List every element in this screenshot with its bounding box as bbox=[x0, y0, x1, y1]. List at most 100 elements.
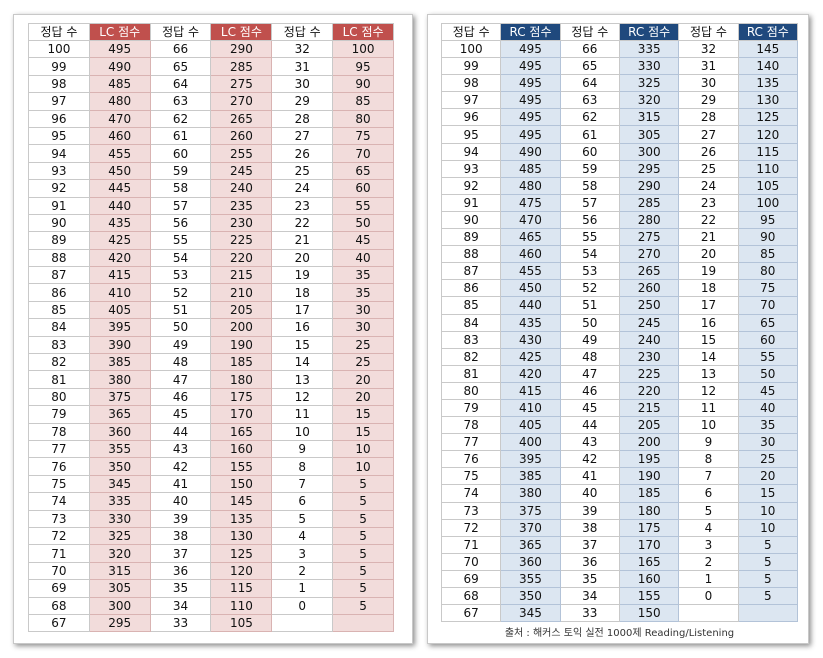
table-row: 88 420 54 220 20 40 bbox=[28, 248, 394, 268]
cell: 97 bbox=[440, 91, 502, 110]
cell: 5 bbox=[332, 492, 394, 511]
cell: 85 bbox=[332, 92, 394, 111]
cell: 255 bbox=[210, 144, 273, 163]
cell: 215 bbox=[210, 266, 273, 285]
cell: 57 bbox=[149, 196, 212, 215]
table-row: 97 495 63 320 29 130 bbox=[440, 91, 799, 110]
cell: 315 bbox=[618, 108, 680, 127]
cell: 405 bbox=[88, 300, 151, 320]
cell: 375 bbox=[88, 387, 151, 407]
cell: 64 bbox=[559, 74, 620, 93]
cell: 79 bbox=[28, 405, 90, 424]
table-row: 77 400 43 200 9 30 bbox=[440, 433, 799, 452]
cell: 290 bbox=[618, 176, 680, 195]
table-row: 74 335 40 145 6 5 bbox=[28, 492, 394, 511]
cell: 16 bbox=[271, 318, 334, 337]
cell: 160 bbox=[210, 439, 273, 459]
cell: 175 bbox=[210, 387, 273, 407]
cell: 240 bbox=[618, 330, 680, 349]
cell: 10 bbox=[737, 501, 799, 520]
cell: 94 bbox=[440, 142, 502, 161]
cell: 20 bbox=[271, 248, 334, 268]
cell: 23 bbox=[271, 196, 334, 215]
cell: 40 bbox=[737, 398, 799, 418]
cell: 465 bbox=[500, 228, 561, 247]
cell: 15 bbox=[271, 335, 334, 355]
cell: 80 bbox=[332, 109, 394, 128]
table-row: 73 375 39 180 5 10 bbox=[440, 501, 799, 520]
cell: 92 bbox=[28, 179, 90, 198]
cell: 93 bbox=[440, 159, 502, 178]
cell: 71 bbox=[28, 544, 90, 563]
table-row: 69 355 35 160 1 5 bbox=[440, 569, 799, 589]
cell: 70 bbox=[28, 561, 90, 581]
cell: 35 bbox=[332, 266, 394, 285]
cell: 25 bbox=[737, 450, 799, 469]
cell: 295 bbox=[618, 159, 680, 178]
table-row: 68 300 34 110 0 5 bbox=[28, 596, 394, 615]
table-row: 72 325 38 130 4 5 bbox=[28, 526, 394, 546]
cell: 495 bbox=[500, 108, 561, 127]
cell: 345 bbox=[88, 474, 151, 494]
rc-score-table: 정답 수 RC 점수 정답 수 RC 점수 정답 수 RC 점수 100 495 66 335 32… bbox=[440, 23, 799, 623]
cell: 82 bbox=[440, 347, 502, 366]
cell: 335 bbox=[88, 492, 151, 511]
cell: 62 bbox=[149, 109, 212, 128]
cell: 63 bbox=[559, 91, 620, 110]
table-row: 86 410 52 210 18 35 bbox=[28, 283, 394, 302]
cell: 410 bbox=[88, 283, 151, 302]
cell: 85 bbox=[440, 296, 502, 315]
cell: 14 bbox=[271, 353, 334, 372]
cell: 185 bbox=[618, 484, 680, 503]
cell: 13 bbox=[678, 364, 739, 383]
cell: 115 bbox=[210, 579, 273, 598]
cell: 180 bbox=[210, 370, 273, 389]
cell: 460 bbox=[500, 245, 561, 264]
cell: 7 bbox=[271, 474, 334, 494]
cell: 34 bbox=[149, 596, 212, 615]
cell: 30 bbox=[332, 300, 394, 320]
cell: 48 bbox=[559, 347, 620, 366]
cell: 52 bbox=[559, 279, 620, 298]
table-row: 71 365 37 170 3 5 bbox=[440, 535, 799, 554]
cell: 12 bbox=[678, 381, 739, 400]
cell: 89 bbox=[28, 231, 90, 250]
cell: 85 bbox=[737, 245, 799, 264]
cell: 37 bbox=[149, 544, 212, 563]
cell: 205 bbox=[210, 300, 273, 320]
cell: 430 bbox=[500, 330, 561, 349]
cell: 86 bbox=[28, 283, 90, 302]
header-row: 정답 수 RC 점수 정답 수 RC 점수 정답 수 RC 점수 bbox=[440, 23, 799, 41]
cell: 485 bbox=[88, 74, 151, 94]
table-row: 71 320 37 125 3 5 bbox=[28, 544, 394, 563]
cell: 395 bbox=[500, 450, 561, 469]
table-row: 92 480 58 290 24 105 bbox=[440, 176, 799, 195]
cell: 55 bbox=[332, 196, 394, 215]
table-row: 91 475 57 285 23 100 bbox=[440, 193, 799, 212]
table-row: 74 380 40 185 6 15 bbox=[440, 484, 799, 503]
table-row: 88 460 54 270 20 85 bbox=[440, 245, 799, 264]
table-row: 100 495 66 335 32 145 bbox=[440, 39, 799, 59]
cell: 17 bbox=[678, 296, 739, 315]
cell: 355 bbox=[88, 439, 151, 459]
cell: 84 bbox=[28, 318, 90, 337]
cell: 200 bbox=[210, 318, 273, 337]
cell: 51 bbox=[559, 296, 620, 315]
cell: 440 bbox=[88, 196, 151, 215]
cell: 45 bbox=[737, 381, 799, 400]
cell: 380 bbox=[500, 484, 561, 503]
cell: 285 bbox=[618, 193, 680, 212]
cell: 435 bbox=[500, 313, 561, 332]
cell: 63 bbox=[149, 92, 212, 111]
table-row: 80 415 46 220 12 45 bbox=[440, 381, 799, 400]
cell: 26 bbox=[271, 144, 334, 163]
cell: 125 bbox=[210, 544, 273, 563]
cell: 100 bbox=[332, 39, 394, 59]
cell: 28 bbox=[678, 108, 739, 127]
table-row: 99 495 65 330 31 140 bbox=[440, 57, 799, 76]
cell: 41 bbox=[149, 474, 212, 494]
cell: 35 bbox=[737, 416, 799, 435]
cell: 20 bbox=[332, 370, 394, 389]
cell: 25 bbox=[271, 161, 334, 181]
